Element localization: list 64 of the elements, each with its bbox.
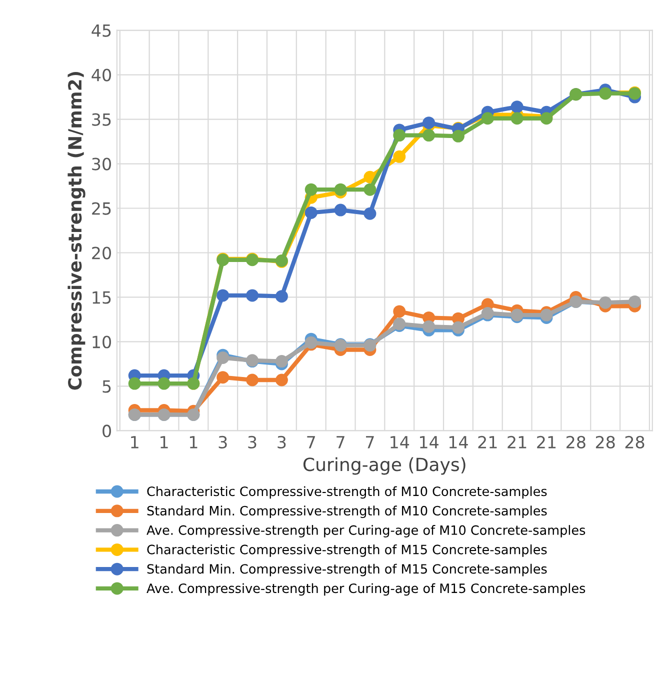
point — [393, 129, 406, 142]
legend-label: Characteristic Compressive-strength of M10 Concrete-samples — [147, 486, 547, 499]
x-axis-title: Curing-age (Days) — [303, 457, 466, 475]
legend-label: Characteristic Compressive-strength of M15 Concrete-samples — [147, 544, 547, 557]
point — [246, 374, 259, 386]
y-tick-label: 30 — [92, 158, 111, 170]
x-tick-label: 21 — [508, 436, 526, 448]
point — [304, 183, 318, 196]
y-tick-label: 0 — [102, 424, 111, 438]
point — [452, 321, 464, 334]
x-tick-label: 14 — [449, 436, 468, 448]
y-tick-label: 25 — [92, 202, 111, 215]
x-tick-label: 14 — [420, 436, 438, 448]
point — [393, 150, 406, 163]
x-tick-label: 1 — [160, 436, 168, 448]
point — [334, 183, 347, 196]
y-tick-label: 40 — [92, 68, 111, 82]
legend-label: Ave. Compressive-strength per Curing-age of M10 Concrete-samples — [146, 525, 586, 538]
legend-label: Ave. Compressive-strength per Curing-age of M15 Concrete-samples — [146, 583, 586, 596]
point — [128, 377, 141, 390]
x-tick-label: 3 — [248, 436, 256, 448]
y-tick-label: 35 — [92, 113, 111, 126]
point — [275, 355, 288, 368]
x-tick-label: 1 — [131, 436, 138, 448]
x-tick-label: 21 — [537, 436, 556, 448]
x-tick-label: 14 — [390, 436, 410, 448]
point — [246, 289, 259, 302]
point — [393, 305, 406, 318]
point — [510, 100, 524, 114]
y-tick-label: 15 — [92, 291, 111, 304]
x-tick-label: 7 — [307, 436, 315, 448]
y-axis-title: Compressive-strength (N/mm2) — [68, 72, 86, 390]
y-tick-label: 45 — [92, 24, 111, 37]
x-tick-label: 3 — [218, 436, 227, 448]
point — [422, 320, 436, 333]
point — [364, 207, 376, 220]
x-tick-label: 28 — [566, 436, 586, 448]
point — [334, 204, 347, 216]
x-tick-label: 7 — [336, 436, 344, 448]
point — [364, 183, 376, 196]
point — [540, 308, 553, 322]
point — [481, 112, 494, 125]
point — [510, 112, 524, 125]
x-tick-label: 1 — [190, 436, 198, 448]
point — [216, 352, 230, 364]
point — [216, 371, 230, 384]
point — [422, 116, 436, 130]
point — [216, 289, 230, 302]
point — [158, 377, 170, 390]
x-tick-label: 28 — [625, 436, 644, 448]
y-tick-label: 10 — [92, 336, 111, 348]
point — [422, 129, 436, 142]
x-tick-label: 7 — [366, 436, 374, 448]
point — [304, 206, 318, 219]
legend-label: Standard Min. Compressive-strength of M15 Concrete-samples — [147, 564, 547, 576]
point — [275, 290, 288, 303]
y-tick-label: 5 — [102, 380, 111, 393]
x-tick-label: 28 — [596, 436, 615, 448]
x-tick-label: 21 — [478, 436, 497, 448]
legend-label: Standard Min. Compressive-strength of M10 Concrete-samples — [147, 506, 547, 518]
point — [452, 130, 464, 142]
x-tick-label: 3 — [278, 436, 286, 448]
point — [275, 374, 288, 386]
y-tick-label: 20 — [92, 246, 111, 260]
